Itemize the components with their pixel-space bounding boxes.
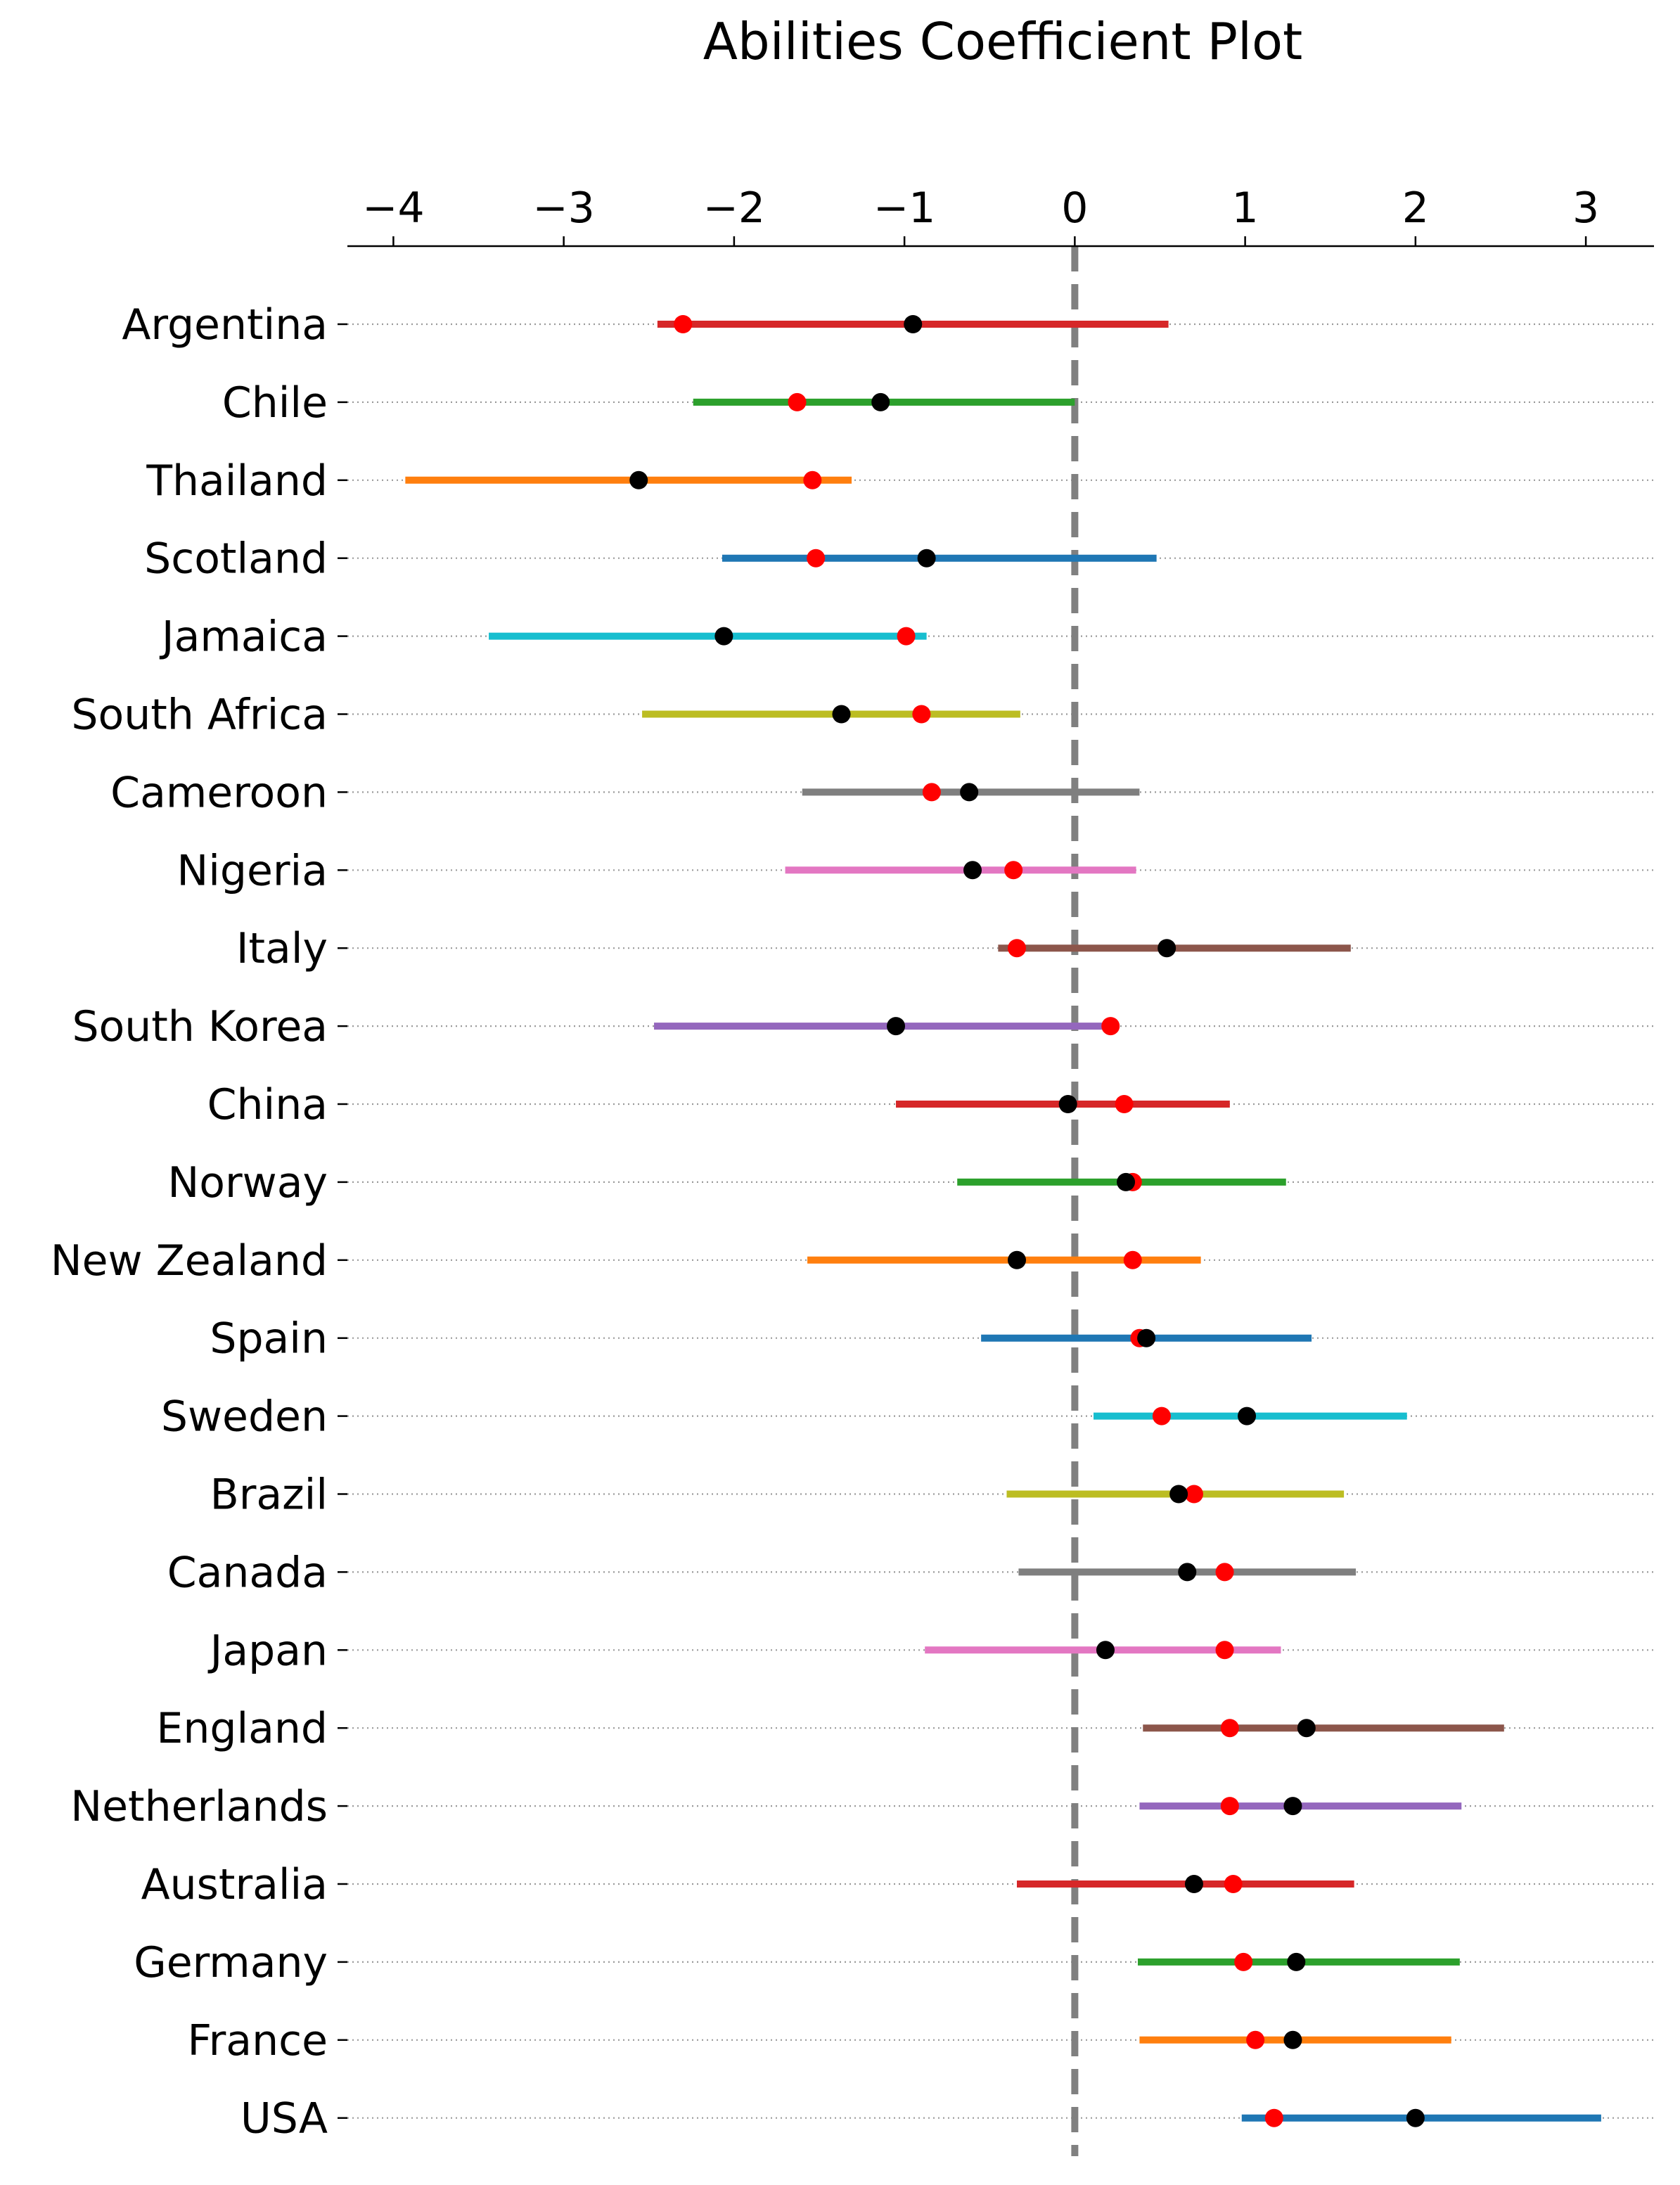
y-tick-label: Netherlands xyxy=(70,1782,328,1831)
black-point xyxy=(629,470,648,489)
black-point xyxy=(871,392,890,411)
y-tick-label: Australia xyxy=(141,1860,328,1909)
y-tick-label: New Zealand xyxy=(51,1236,328,1286)
red-point xyxy=(803,470,822,489)
black-point xyxy=(1117,1172,1136,1191)
y-tick-label: England xyxy=(156,1704,328,1753)
black-point xyxy=(963,861,982,880)
row-gridlines xyxy=(347,323,1654,2119)
x-tick-label: −1 xyxy=(873,184,935,233)
black-point xyxy=(887,1017,906,1036)
y-tick-label: Brazil xyxy=(210,1470,328,1520)
black-point xyxy=(904,315,923,333)
y-tick-label: Germany xyxy=(134,1938,328,1987)
black-point xyxy=(1283,2030,1302,2049)
black-point xyxy=(960,783,979,802)
x-tick-label: 3 xyxy=(1572,184,1599,233)
y-tick-label: Norway xyxy=(167,1158,328,1207)
red-point xyxy=(1220,1719,1239,1738)
black-point xyxy=(1297,1719,1316,1738)
y-tick-label: Thailand xyxy=(146,456,328,506)
x-tick-label: −4 xyxy=(362,184,424,233)
x-tick-label: −2 xyxy=(703,184,765,233)
x-tick-label: −3 xyxy=(532,184,594,233)
y-tick-label: Chile xyxy=(222,378,328,428)
red-point xyxy=(1101,1017,1120,1036)
x-tick-label: 0 xyxy=(1061,184,1088,233)
y-tick-label: South Korea xyxy=(72,1002,328,1051)
black-point xyxy=(1184,1875,1203,1893)
black-point xyxy=(1238,1407,1257,1425)
black-point xyxy=(1096,1641,1115,1660)
black-point xyxy=(1178,1563,1197,1582)
y-tick-label: Sweden xyxy=(161,1392,328,1442)
black-point xyxy=(714,627,733,646)
x-tick-label: 2 xyxy=(1402,184,1429,233)
y-tick-label: Nigeria xyxy=(177,846,328,895)
black-point xyxy=(1008,1250,1027,1269)
y-axis: Argentina Chile Thailand Scotland Jamaica Sou… xyxy=(51,300,347,2144)
black-point xyxy=(917,549,936,568)
y-tick-label: USA xyxy=(241,2094,328,2144)
black-point xyxy=(1158,939,1176,958)
red-point xyxy=(788,392,807,411)
y-tick-label: China xyxy=(207,1080,328,1129)
y-tick-label: Japan xyxy=(207,1626,328,1675)
red-point xyxy=(912,705,931,724)
red-point xyxy=(807,549,826,568)
red-point xyxy=(1215,1563,1234,1582)
red-point xyxy=(1152,1407,1171,1425)
red-point xyxy=(1224,1875,1243,1893)
black-point xyxy=(1058,1095,1077,1113)
point-markers xyxy=(629,315,1425,2127)
y-tick-label: Scotland xyxy=(144,534,328,584)
red-point xyxy=(1004,861,1023,880)
interval-bars xyxy=(405,321,1601,2122)
y-tick-label: Italy xyxy=(236,924,328,973)
x-tick-label: 1 xyxy=(1232,184,1259,233)
chart-title: Abilities Coefficient Plot xyxy=(703,12,1302,71)
black-point xyxy=(1137,1328,1156,1347)
black-point xyxy=(1406,2108,1425,2127)
y-tick-label: Spain xyxy=(210,1314,328,1364)
red-point xyxy=(1115,1095,1134,1113)
red-point xyxy=(1008,939,1027,958)
red-point xyxy=(1234,1952,1253,1971)
red-point xyxy=(897,627,916,646)
red-point xyxy=(1215,1641,1234,1660)
y-tick-label: Jamaica xyxy=(159,613,328,662)
y-tick-label: Canada xyxy=(167,1548,328,1597)
red-point xyxy=(922,783,941,802)
black-point xyxy=(1287,1952,1306,1971)
black-point xyxy=(1283,1797,1302,1816)
red-point xyxy=(1264,2108,1283,2127)
red-point xyxy=(1184,1485,1203,1504)
y-tick-label: France xyxy=(187,2016,328,2065)
y-tick-label: South Africa xyxy=(71,691,328,740)
red-point xyxy=(1123,1250,1142,1269)
red-point xyxy=(1220,1797,1239,1816)
red-point xyxy=(674,315,693,333)
black-point xyxy=(832,705,851,724)
y-tick-label: Argentina xyxy=(122,300,328,350)
red-point xyxy=(1246,2030,1265,2049)
black-point xyxy=(1169,1485,1188,1504)
x-axis: −4 −3 −2 −1 0 1 2 3 xyxy=(347,184,1654,248)
y-tick-label: Cameroon xyxy=(110,768,328,817)
